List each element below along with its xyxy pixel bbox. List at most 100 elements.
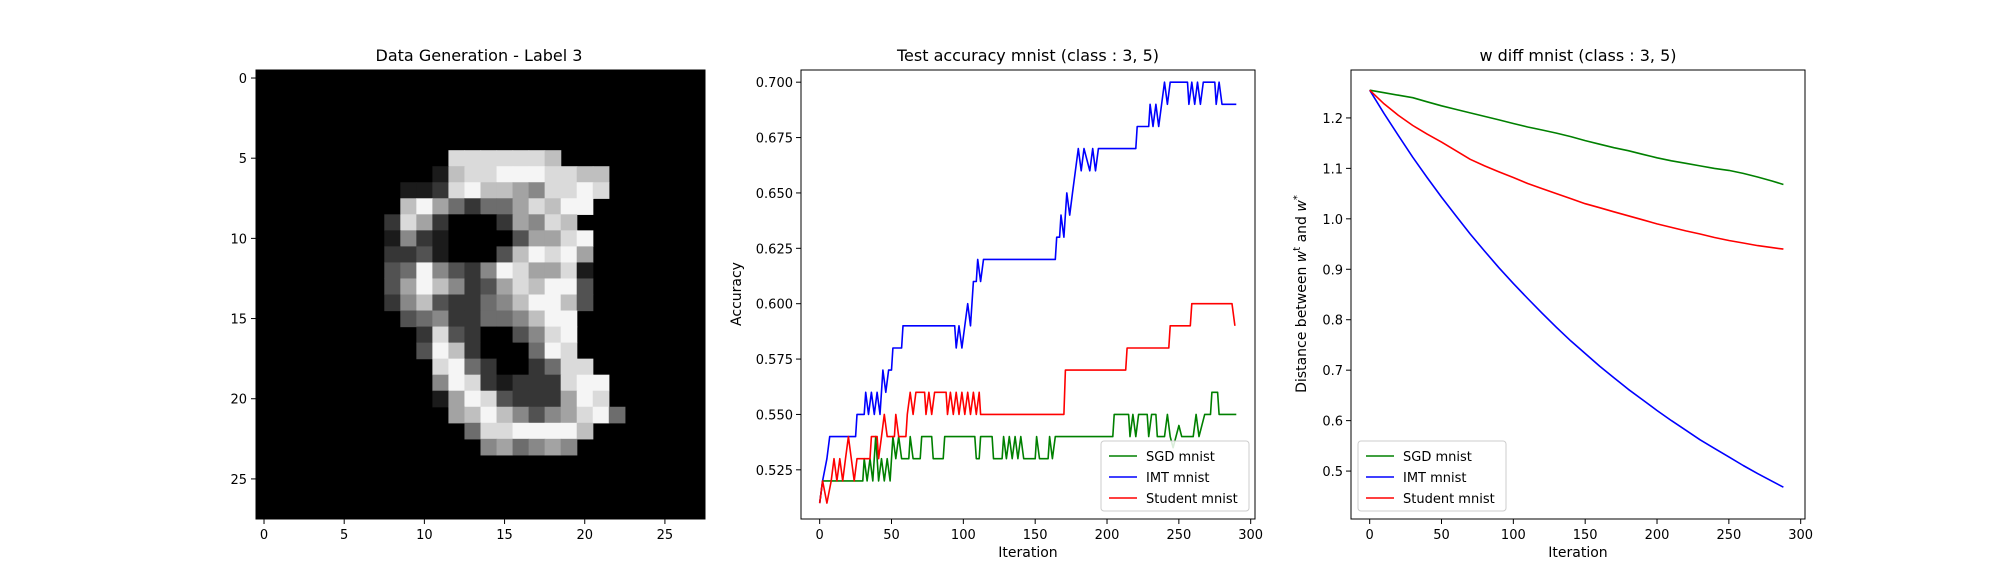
image-pixel [448, 326, 466, 344]
x-tick-label: 50 [883, 528, 900, 543]
image-x-tick-label: 15 [496, 528, 513, 543]
image-pixel [560, 422, 578, 440]
image-pixel [592, 182, 610, 199]
image-pixel [560, 406, 578, 424]
image-pixel [464, 262, 482, 280]
image-pixel [432, 214, 450, 231]
wdiff-y-label: Distance between wt and w* [1292, 195, 1310, 393]
image-pixel [496, 166, 514, 183]
y-tick-label: 1.1 [1322, 162, 1343, 177]
image-pixel [560, 214, 578, 231]
image-pixel [544, 166, 562, 183]
image-pixel [512, 358, 530, 376]
image-pixel [560, 198, 578, 215]
image-pixel [480, 358, 498, 376]
image-pixel [432, 326, 450, 344]
accuracy-legend: SGD mnist IMT mnist Student mnist [1100, 440, 1250, 512]
image-pixel [400, 214, 417, 231]
image-pixel [464, 246, 482, 264]
accuracy-axes: 0 50 100 150 200 250 300 0.525 0.550 0.575 0.600 0.… [756, 76, 1263, 543]
image-pixel [496, 422, 514, 440]
legend-label: IMT mnist [1146, 471, 1210, 486]
x-tick-label: 200 [1095, 528, 1120, 543]
image-pixel [576, 278, 594, 296]
image-pixel [416, 214, 433, 231]
image-pixel [400, 294, 417, 312]
image-pixel [464, 166, 482, 183]
image-pixel [416, 246, 433, 264]
image-pixel [480, 294, 498, 312]
series-line-imt [1369, 89, 1784, 488]
image-pixel [400, 278, 417, 296]
image-pixel [496, 438, 514, 456]
series-line-student [818, 302, 1236, 504]
y-tick-label: 0.550 [756, 408, 793, 423]
image-pixel [560, 342, 578, 360]
y-tick-label: 0.675 [756, 132, 793, 147]
image-pixel [496, 374, 514, 392]
legend-label: Student mnist [1146, 492, 1238, 507]
image-pixel [528, 150, 546, 167]
image-pixel [464, 326, 482, 344]
image-pixel [496, 310, 514, 328]
image-pixel [560, 390, 578, 408]
image-pixel [544, 406, 562, 424]
image-pixel [576, 406, 594, 424]
image-pixel [512, 278, 530, 296]
image-pixel [480, 310, 498, 328]
image-pixel [432, 230, 450, 247]
image-pixel [496, 246, 514, 264]
image-pixel [400, 198, 417, 215]
image-pixel [448, 342, 466, 360]
image-pixel [512, 166, 530, 183]
image-pixel [480, 262, 498, 280]
image-pixel [448, 358, 466, 376]
image-pixel [512, 182, 530, 199]
image-pixel [512, 422, 530, 440]
image-x-tick-label: 5 [340, 528, 348, 543]
image-pixel [560, 278, 578, 296]
image-pixel [528, 438, 546, 456]
image-pixel [416, 198, 433, 215]
image-pixel [448, 230, 466, 247]
x-tick-label: 0 [816, 528, 824, 543]
image-pixel [528, 182, 546, 199]
image-y-tick-label: 10 [230, 232, 247, 247]
image-pixel [544, 214, 562, 231]
image-pixel [592, 374, 610, 392]
image-pixel [528, 214, 546, 231]
wdiff-plot-frame [1350, 69, 1806, 520]
wdiff-legend: SGD mnist IMT mnist Student mnist [1357, 440, 1507, 512]
image-panel: Data Generation - Label 3 0 5 10 15 20 25 0 5 10… [230, 46, 706, 543]
image-pixel [512, 390, 530, 408]
image-pixel [480, 278, 498, 296]
image-pixel [400, 246, 417, 264]
y-tick-label: 0.525 [756, 464, 793, 479]
image-pixel [464, 230, 482, 247]
image-pixel [416, 310, 433, 328]
image-pixel [528, 390, 546, 408]
image-pixel [512, 438, 530, 456]
image-pixel [464, 150, 482, 167]
image-pixel [464, 390, 482, 408]
image-pixel [464, 342, 482, 360]
x-tick-label: 150 [1023, 528, 1048, 543]
image-pixel [432, 182, 450, 199]
accuracy-panel: Test accuracy mnist (class : 3, 5) 0 50 10… [729, 46, 1263, 561]
image-pixel [448, 182, 466, 199]
image-pixel [448, 150, 466, 167]
x-tick-label: 50 [1433, 528, 1450, 543]
image-pixel [416, 230, 433, 247]
image-pixel [496, 214, 514, 231]
image-pixel [480, 422, 498, 440]
y-tick-label: 0.6 [1322, 415, 1343, 430]
image-pixel [560, 182, 578, 199]
image-pixel [448, 214, 466, 231]
image-pixel [480, 326, 498, 344]
image-pixel [464, 278, 482, 296]
image-frame [255, 69, 706, 520]
image-pixel [384, 246, 401, 264]
image-pixel [480, 390, 498, 408]
y-tick-label: 0.625 [756, 242, 793, 257]
image-pixel [432, 166, 450, 183]
